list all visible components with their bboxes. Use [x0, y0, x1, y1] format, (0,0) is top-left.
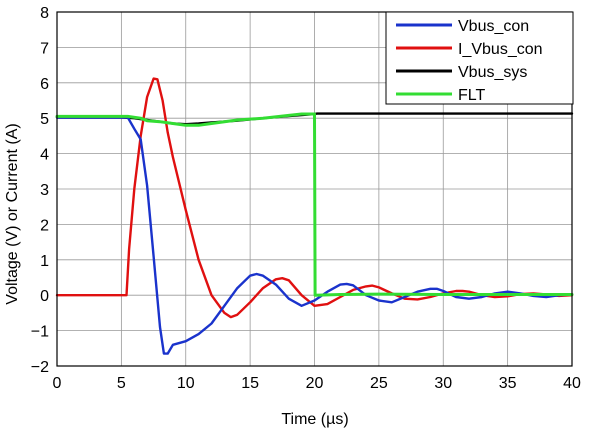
x-tick-label: 25	[370, 375, 388, 392]
legend: Vbus_con I_Vbus_con Vbus_sys FLT	[385, 11, 574, 105]
legend-label: FLT	[458, 87, 485, 104]
x-tick-label: 40	[563, 375, 581, 392]
x-tick-label: 10	[177, 375, 195, 392]
y-tick-label: −2	[31, 359, 49, 376]
legend-label: I_Vbus_con	[458, 41, 543, 58]
y-tick-label: 1	[40, 253, 49, 270]
y-tick-label: 6	[40, 76, 49, 93]
y-tick-label: 3	[40, 182, 49, 199]
y-tick-label: 4	[40, 147, 49, 164]
legend-label: Vbus_sys	[458, 64, 527, 81]
x-tick-label: 15	[241, 375, 259, 392]
series-layer	[55, 77, 574, 355]
plot-frame	[56, 11, 573, 367]
x-tick-label: 5	[117, 375, 126, 392]
x-tick-label: 0	[53, 375, 62, 392]
x-tick-label: 20	[306, 375, 324, 392]
y-tick-label: 7	[40, 40, 49, 57]
series-line-flt	[55, 112, 574, 297]
y-tick-label: 2	[40, 217, 49, 234]
y-tick-labels: −2 −1 0 1 2 3 4 5 6 7 8	[31, 5, 49, 376]
y-axis-label: Voltage (V) or Current (A)	[4, 123, 21, 304]
y-tick-label: 8	[40, 5, 49, 22]
y-tick-label: −1	[31, 324, 49, 341]
legend-label: Vbus_con	[458, 18, 529, 35]
x-axis-label: Time (µs)	[281, 411, 348, 428]
x-tick-labels: 0 5 10 15 20 25 30 35 40	[53, 375, 581, 392]
x-tick-label: 35	[499, 375, 517, 392]
y-tick-label: 5	[40, 111, 49, 128]
legend-box	[385, 11, 574, 105]
x-tick-label: 30	[434, 375, 452, 392]
y-tick-label: 0	[40, 288, 49, 305]
